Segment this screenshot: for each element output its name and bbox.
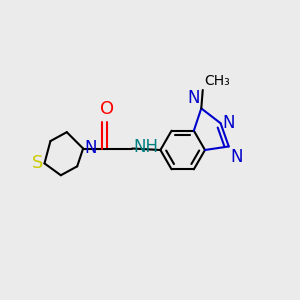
Text: NH: NH [133, 138, 158, 156]
Text: O: O [100, 100, 114, 118]
Text: CH₃: CH₃ [204, 74, 230, 88]
Text: N: N [222, 114, 235, 132]
Text: N: N [230, 148, 243, 166]
Text: N: N [85, 139, 97, 157]
Text: S: S [32, 154, 44, 172]
Text: N: N [187, 89, 200, 107]
